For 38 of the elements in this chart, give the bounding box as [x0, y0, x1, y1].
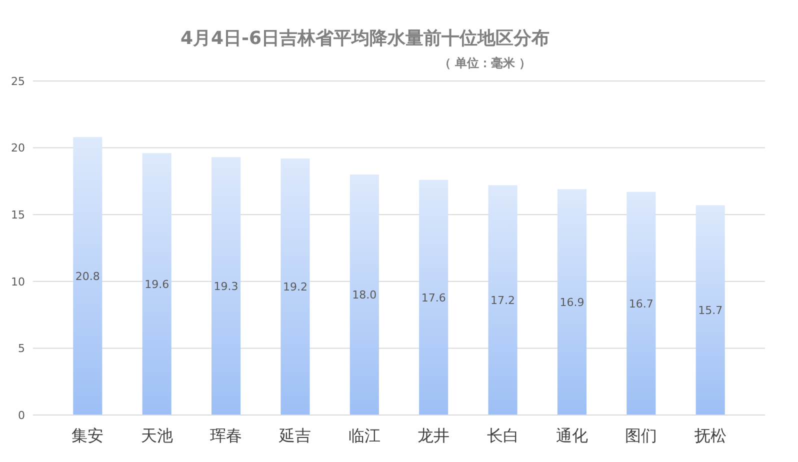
bar [419, 180, 448, 415]
bar [212, 157, 241, 415]
y-tick-label: 5 [18, 342, 25, 356]
x-tick-label: 龙井 [418, 426, 450, 445]
x-tick-label: 通化 [556, 426, 588, 445]
data-label: 18.0 [352, 288, 377, 302]
x-tick-label: 图们 [625, 426, 658, 445]
data-label: 19.2 [282, 280, 308, 294]
y-tick-label: 15 [11, 208, 25, 222]
bar [350, 174, 379, 415]
bar [557, 189, 586, 415]
data-label: 19.6 [144, 278, 170, 291]
x-tick-label: 延吉 [278, 426, 312, 445]
data-label: 15.7 [698, 304, 723, 317]
x-tick-label: 集安 [72, 426, 104, 445]
chart-title: 4月4日-6日吉林省平均降水量前十位地区分布 [180, 28, 550, 49]
bar [488, 185, 518, 415]
data-label: 19.3 [214, 280, 238, 293]
bar [696, 205, 725, 415]
bar [280, 158, 310, 415]
data-label: 16.9 [560, 296, 584, 309]
y-tick-label: 10 [11, 275, 25, 288]
data-label: 17.6 [421, 291, 446, 304]
x-tick-label: 天池 [140, 426, 173, 445]
y-tick-label: 25 [11, 74, 25, 88]
x-tick-label: 长白 [486, 426, 519, 445]
x-tick-label: 抚松 [693, 426, 726, 445]
data-label: 20.8 [75, 270, 100, 283]
bar [626, 192, 656, 415]
x-tick-label: 珲春 [210, 426, 242, 445]
chart-subtitle: （ 单位：毫米 ） [438, 56, 532, 70]
data-label: 16.7 [628, 297, 654, 310]
y-tick-label: 20 [11, 142, 25, 155]
bar [73, 137, 102, 415]
y-tick-label: 0 [18, 408, 25, 422]
data-label: 17.2 [490, 294, 516, 307]
x-tick-label: 临江 [348, 426, 380, 445]
bar [142, 153, 172, 415]
